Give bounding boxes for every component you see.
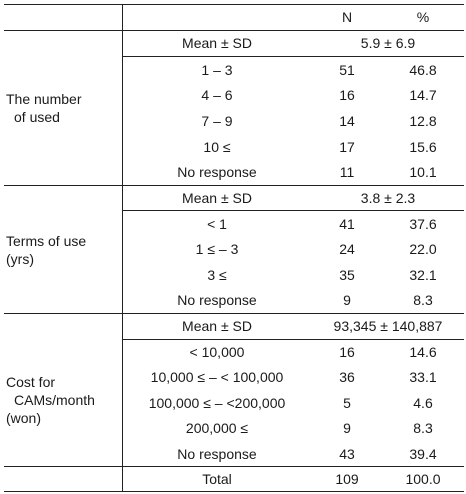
category-label: 7 – 9 [201, 113, 233, 129]
group1-end-rule [4, 185, 464, 186]
percent-value: 37.6 [409, 216, 437, 232]
percent-value: 14.6 [409, 344, 437, 360]
category-label: 100,000 ≤ – <200,000 [148, 395, 286, 411]
group3-end-rule [4, 466, 464, 467]
category-label: < 1 [207, 216, 227, 232]
summary-label: Mean ± SD [182, 35, 252, 51]
count-value: 11 [339, 164, 355, 180]
total-percent: 100.0 [405, 471, 441, 487]
percent-value: 22.0 [409, 241, 437, 257]
summary-label: Mean ± SD [182, 190, 252, 206]
category-label: 4 – 6 [201, 87, 233, 103]
percent-value: 33.1 [409, 369, 437, 385]
count-value: 16 [339, 344, 355, 360]
category-label: 10,000 ≤ – < 100,000 [150, 369, 284, 385]
percent-value: 32.1 [409, 267, 437, 283]
percent-value: 8.3 [413, 420, 433, 436]
summary-value: 5.9 ± 6.9 [360, 35, 416, 51]
percent-value: 12.8 [409, 113, 437, 129]
count-value: 43 [339, 446, 355, 462]
category-label: 10 ≤ [203, 139, 231, 155]
count-value: 35 [339, 267, 355, 283]
count-value: 9 [343, 420, 351, 436]
percent-value: 4.6 [413, 395, 433, 411]
bottom-rule [4, 491, 464, 492]
group3-summary-rule [122, 339, 464, 340]
group2-summary-rule [122, 210, 464, 211]
category-label: 200,000 ≤ [185, 420, 249, 436]
count-value: 14 [339, 113, 355, 129]
count-value: 51 [339, 62, 355, 78]
header-n: N [341, 9, 353, 25]
summary-value: 3.8 ± 2.3 [360, 190, 416, 206]
group-label-cost-for-cams: Cost for CAMs/month (won) [6, 374, 95, 426]
group-label-number-of-used: The number of used [6, 91, 82, 125]
count-value: 24 [339, 241, 355, 257]
category-label: < 10,000 [189, 344, 245, 360]
percent-value: 8.3 [413, 292, 433, 308]
top-rule [4, 4, 464, 5]
group1-summary-rule [122, 56, 464, 57]
header-rule [4, 30, 464, 31]
category-label: No response [177, 446, 257, 462]
category-label: No response [177, 292, 257, 308]
percent-value: 46.8 [409, 62, 437, 78]
count-value: 17 [339, 139, 355, 155]
count-value: 36 [339, 369, 355, 385]
percent-value: 10.1 [409, 164, 437, 180]
group-label-terms-of-use: Terms of use (yrs) [6, 233, 87, 267]
percent-value: 39.4 [409, 446, 437, 462]
header-percent: % [416, 9, 430, 25]
total-count: 109 [335, 471, 359, 487]
column-divider [122, 4, 123, 491]
count-value: 5 [343, 395, 351, 411]
count-value: 9 [343, 292, 351, 308]
group2-end-rule [4, 313, 464, 314]
summary-label: Mean ± SD [182, 318, 252, 334]
total-label: Total [202, 471, 232, 487]
count-value: 41 [339, 216, 355, 232]
category-label: 1 – 3 [201, 62, 233, 78]
percent-value: 14.7 [409, 87, 437, 103]
percent-value: 15.6 [409, 139, 437, 155]
category-label: 1 ≤ – 3 [195, 241, 239, 257]
category-label: No response [177, 164, 257, 180]
category-label: 3 ≤ [207, 267, 227, 283]
count-value: 16 [339, 87, 355, 103]
summary-value: 93,345 ± 140,887 [333, 318, 443, 334]
